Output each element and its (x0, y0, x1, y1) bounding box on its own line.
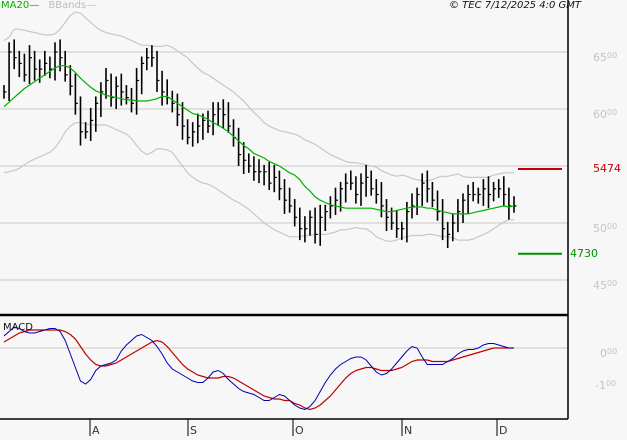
ma20-line (3, 65, 515, 215)
x-axis-ticks (89, 419, 498, 436)
price-bars (3, 39, 517, 249)
gridlines (0, 51, 568, 349)
price-tick-label: 6000 (593, 108, 618, 121)
macd-tick-label: 000 (600, 347, 618, 360)
price-tick-label: 4500 (593, 279, 618, 292)
support-resistance-lines (518, 167, 562, 255)
month-label: N (404, 424, 413, 437)
chart-frame (0, 0, 569, 420)
support-label: 4730 (570, 246, 598, 260)
month-label: A (92, 424, 100, 437)
macd-lines (3, 326, 514, 411)
month-label: D (499, 424, 508, 437)
price-tick-label: 5000 (593, 222, 618, 235)
month-label: S (190, 424, 197, 437)
macd-tick-label: -100 (595, 379, 617, 392)
bollinger-bands (3, 11, 514, 242)
legend-ma20: MA20— (1, 0, 40, 11)
resistance-label: 5474 (593, 161, 621, 175)
copyright-timestamp: © TEC 7/12/2025 4:0 GMT (449, 0, 581, 11)
month-label: O (295, 424, 304, 437)
legend: MA20— BBands— (1, 0, 96, 12)
price-tick-label: 6500 (593, 51, 618, 64)
macd-title: MACD (3, 322, 33, 333)
legend-bbands: BBands— (48, 0, 97, 11)
